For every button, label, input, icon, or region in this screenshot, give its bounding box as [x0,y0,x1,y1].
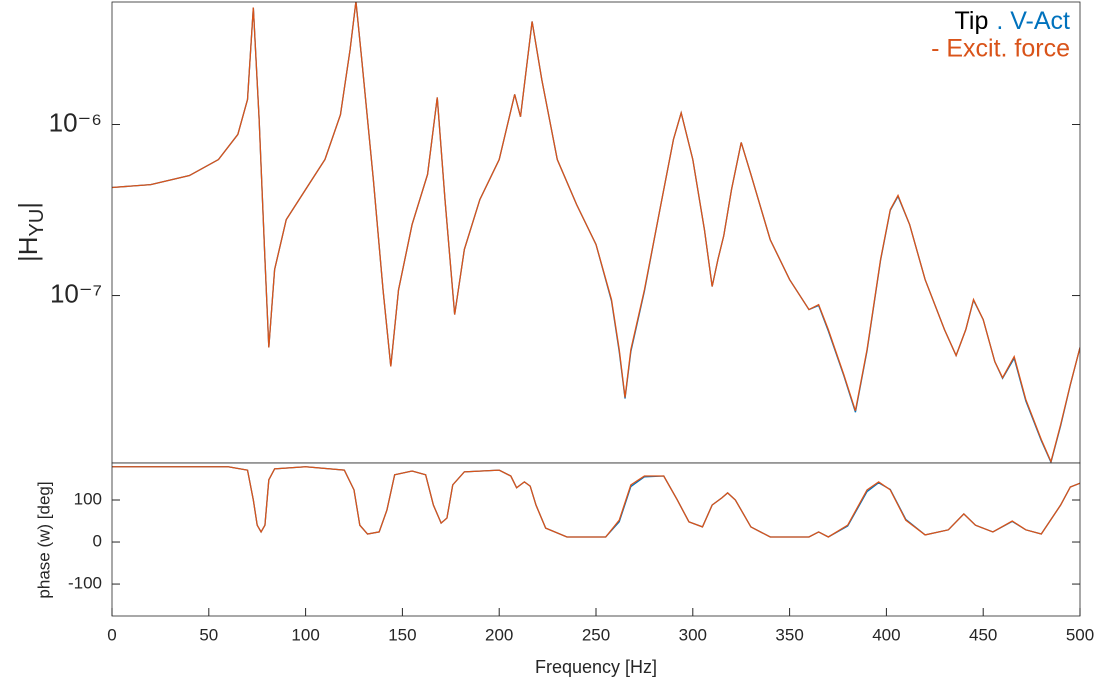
y-axis-label: phase (w) [deg] [34,481,53,598]
x-tick-label: 500 [1066,625,1094,644]
data-line [112,466,1080,538]
x-tick-label: 350 [775,625,803,644]
y-tick-label: 10⁻⁷ [50,278,102,308]
x-tick-label: 450 [969,625,997,644]
x-tick-label: 300 [679,625,707,644]
y-tick-label: 100 [74,489,102,508]
x-tick-label: 250 [582,625,610,644]
x-tick-label: 100 [291,625,319,644]
axes-background [112,463,1080,616]
x-tick-label: 50 [199,625,218,644]
data-line [112,2,1080,463]
axes-background [112,2,1080,463]
x-tick-label: 0 [107,625,116,644]
x-axis-label: Frequency [Hz] [535,657,657,677]
x-tick-label: 400 [872,625,900,644]
y-tick-label: 10⁻⁶ [49,107,102,137]
legend-entry: - Excit. force [931,35,1070,63]
x-tick-label: 150 [388,625,416,644]
y-axis-label: |HYU| [13,202,48,262]
y-tick-label: -100 [68,574,102,593]
legend-entry: Tip. V-Act [955,7,1070,35]
y-tick-label: 0 [93,532,102,551]
x-tick-label: 200 [485,625,513,644]
